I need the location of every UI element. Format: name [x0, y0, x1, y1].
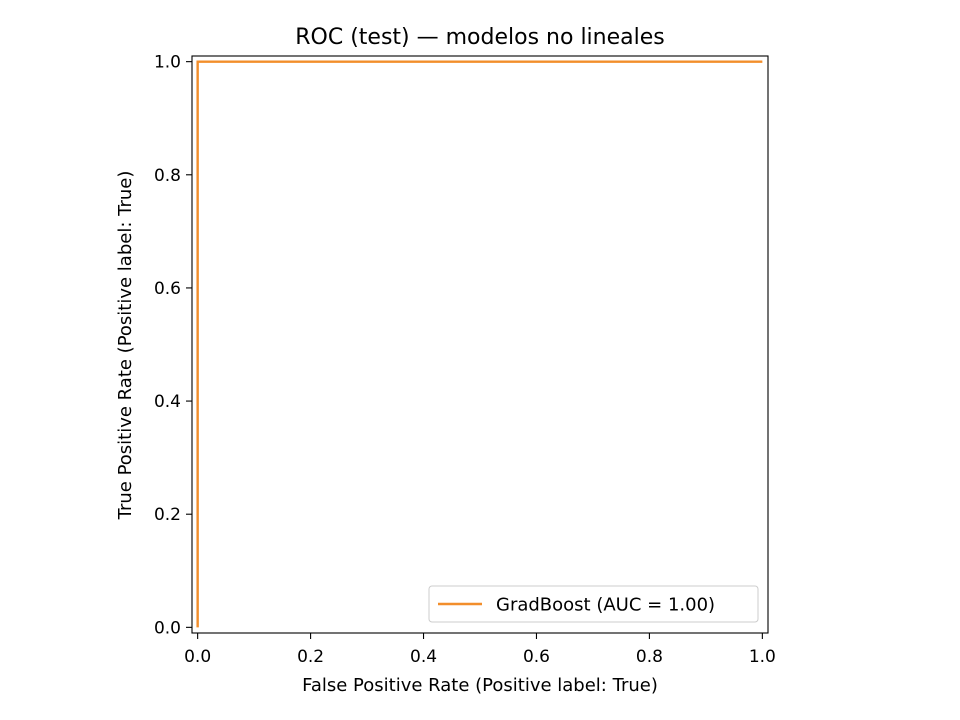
legend-box [428, 585, 759, 623]
y-tick-label: 0.8 [154, 166, 181, 186]
y-tick-label: 0.4 [154, 392, 181, 412]
y-axis-label: True Positive Rate (Positive label: True… [115, 171, 136, 521]
x-axis-label: False Positive Rate (Positive label: Tru… [302, 675, 658, 696]
plot-area: 0.0 0.2 0.4 0.6 0.8 1.0 0.0 0.2 0.4 0.6 0.8 1.0 [154, 53, 776, 667]
y-tick-label: 1.0 [154, 53, 181, 73]
series-line-0 [196, 60, 763, 628]
x-tick-label: 0.2 [297, 647, 324, 667]
y-tick-label: 0.6 [154, 279, 181, 299]
y-tick-label: 0.2 [154, 505, 181, 525]
chart-title: ROC (test) — modelos no lineales [295, 25, 664, 50]
legend: GradBoost (AUC = 1.00) [428, 585, 759, 623]
x-tick-label: 0.6 [523, 647, 550, 667]
y-tick-label: 0.0 [154, 618, 181, 638]
legend-label-0: GradBoost (AUC = 1.00) [496, 595, 715, 616]
x-tick-label: 0.0 [184, 647, 211, 667]
x-tick-label: 0.4 [410, 647, 437, 667]
x-tick-label: 0.8 [636, 647, 663, 667]
axes-frame [191, 55, 769, 634]
x-tick-label: 1.0 [749, 647, 776, 667]
